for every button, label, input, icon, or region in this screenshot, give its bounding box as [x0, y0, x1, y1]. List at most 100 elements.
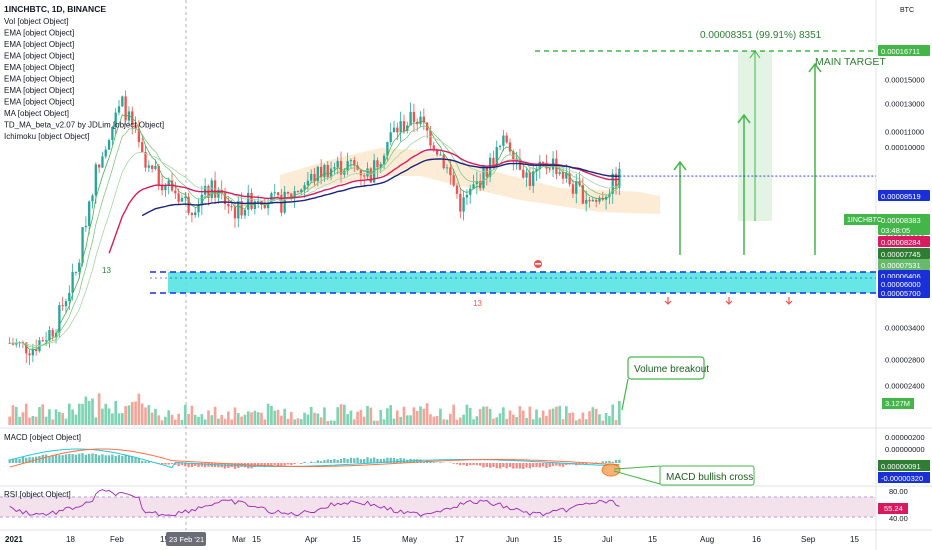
macd-histogram-bar: [101, 454, 104, 463]
main-target-label: MAIN TARGET: [815, 56, 886, 68]
indicator-legend-item[interactable]: EMA [object Object]: [4, 40, 74, 49]
volume-bar: [372, 420, 376, 425]
indicator-legend-item[interactable]: Vol [object Object]: [4, 17, 68, 26]
candle-body: [618, 168, 621, 188]
volume-bar: [207, 410, 210, 425]
volume-bar: [339, 404, 343, 425]
volume-bar: [183, 404, 187, 425]
volume-bar: [518, 406, 522, 425]
macd-histogram-bar: [522, 463, 525, 469]
candle-body: [469, 188, 472, 195]
time-tick-label: 15: [352, 535, 361, 544]
candle-body: [439, 154, 442, 156]
time-axis[interactable]: 2021 18 Feb 15 Mar 15 Apr 15 May 17 Jun 15 Jul 15 Aug 1…: [5, 532, 859, 546]
time-tick-label: Jun: [506, 535, 519, 544]
volume-bar: [41, 404, 45, 425]
volume-bar: [286, 418, 290, 425]
indicator-legend-item[interactable]: EMA [object Object]: [4, 75, 74, 84]
indicator-legend-item[interactable]: EMA [object Object]: [4, 63, 74, 72]
volume-bar: [319, 417, 323, 425]
candle-body: [71, 272, 74, 293]
indicator-legend[interactable]: 1INCHBTC, 1D, BINANCE Vol [object Object]…: [4, 4, 164, 141]
volume-bar: [177, 413, 180, 425]
candle-body: [94, 164, 97, 196]
indicator-legend-item[interactable]: EMA [object Object]: [4, 98, 74, 107]
volume-bar: [402, 406, 406, 425]
macd-histogram-bar: [333, 459, 336, 463]
price-tag: 0.00006000: [878, 278, 930, 289]
macd-histogram-bar: [512, 463, 515, 469]
candle-body: [177, 193, 180, 202]
volume-bar: [541, 410, 545, 425]
volume-bar: [352, 419, 356, 425]
macd-line: [9, 448, 620, 468]
macd-histogram-bar: [485, 463, 488, 467]
volume-bar: [565, 406, 568, 425]
indicator-legend-item[interactable]: EMA [object Object]: [4, 52, 74, 61]
candle-body: [571, 184, 575, 194]
volume-bar: [336, 407, 340, 425]
indicator-legend-item[interactable]: EMA [object Object]: [4, 86, 74, 95]
candle-body: [134, 125, 137, 129]
macd-histogram-bar: [84, 454, 88, 463]
candle-body: [58, 305, 61, 333]
volume-bar: [197, 416, 200, 425]
candle-body: [366, 168, 369, 177]
candle-body: [286, 191, 290, 194]
cursor-date-tag: 23 Feb '21: [166, 532, 206, 546]
symbol-title[interactable]: 1INCHBTC, 1D, BINANCE: [4, 4, 106, 14]
macd-histogram-bar: [61, 455, 64, 463]
volume-bar: [58, 412, 61, 425]
volume-bar: [203, 419, 207, 425]
candle-body: [157, 166, 160, 185]
candle-body: [266, 203, 270, 209]
arrow-up-1: [673, 160, 687, 255]
macd-histogram-bar: [310, 461, 313, 463]
price-tick-label: 0.00010000: [885, 143, 925, 152]
volume-bar: [120, 413, 124, 425]
volume-bar: [561, 419, 565, 425]
macd-cross-callout[interactable]: MACD bullish cross: [601, 463, 755, 486]
volume-bar: [382, 419, 386, 425]
indicator-legend-item[interactable]: TD_MA_beta_v2.07 by JDLim [object Object…: [4, 121, 164, 130]
td-13-red: 13: [473, 299, 482, 308]
macd-histogram-bar: [313, 462, 316, 463]
macd-title[interactable]: MACD [object Object]: [4, 433, 81, 442]
volume-bar: [598, 414, 601, 425]
candle-body: [508, 142, 512, 152]
macd-histogram-bar: [187, 463, 190, 468]
volume-bar: [604, 413, 608, 425]
candle-body: [107, 140, 111, 150]
volume-bar: [157, 415, 161, 425]
volume-bar: [309, 406, 313, 425]
price-axis[interactable]: BTC0.000180000.000150000.000130000.00011…: [844, 7, 930, 409]
indicator-legend-item[interactable]: EMA [object Object]: [4, 29, 74, 38]
macd-histogram-bar: [372, 457, 376, 463]
volume-bar: [213, 406, 217, 425]
macd-histogram-bar: [498, 463, 502, 469]
macd-histogram-bar: [8, 459, 11, 463]
candle-body: [465, 194, 469, 198]
arrow-up-2: [737, 113, 751, 255]
volume-breakout-callout[interactable]: Volume breakout: [621, 356, 709, 411]
indicator-legend-item[interactable]: Ichimoku [object Object]: [4, 132, 89, 141]
candle-body: [253, 201, 257, 209]
macd-histogram-bar: [336, 459, 339, 463]
candle-body: [223, 193, 227, 204]
macd-histogram-bar: [31, 457, 35, 463]
macd-histogram-bar: [382, 458, 386, 463]
candle-body: [180, 197, 184, 202]
candle-body: [558, 172, 561, 175]
candle-body: [84, 225, 88, 228]
indicator-legend-item[interactable]: MA [object Object]: [4, 109, 69, 118]
macd-histogram-bar: [68, 453, 71, 463]
rsi-title[interactable]: RSI [object Object]: [4, 490, 71, 499]
volume-bar: [472, 419, 475, 425]
candle-body: [31, 349, 35, 356]
candle-body: [406, 125, 409, 132]
volume-bar: [574, 420, 578, 425]
candle-body: [333, 167, 336, 169]
red-circle-dash: [535, 263, 541, 265]
volume-bar: [164, 416, 167, 425]
